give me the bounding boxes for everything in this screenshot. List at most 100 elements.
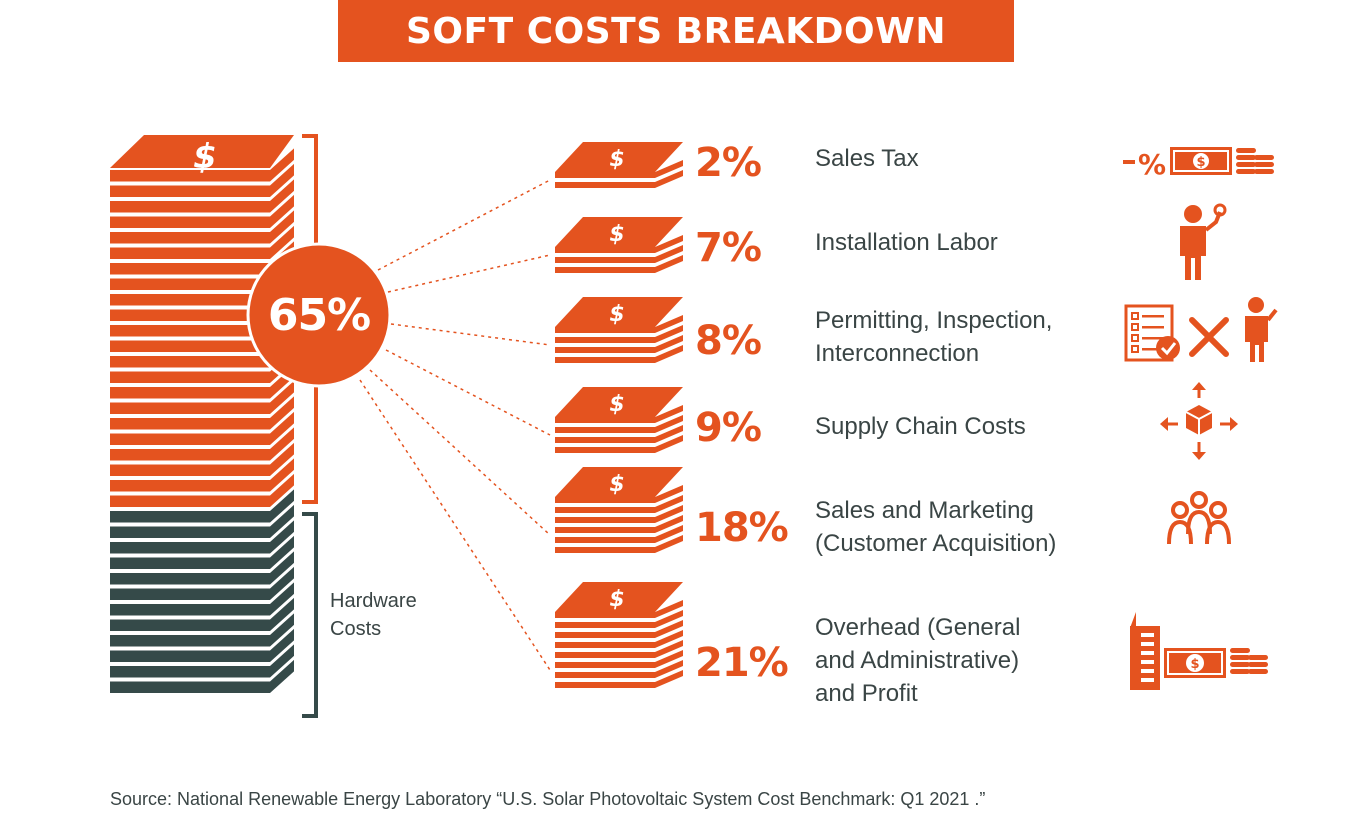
checklist-line	[1142, 315, 1164, 318]
connector-line	[377, 179, 551, 271]
coin-shape	[1236, 169, 1256, 174]
checklist-line	[1142, 337, 1164, 340]
coin-shape	[1248, 669, 1268, 674]
mini-stack-top	[555, 217, 683, 247]
building-window	[1141, 651, 1154, 655]
mini-stack-layer	[555, 415, 683, 433]
breakdown-row: $	[385, 349, 683, 453]
stack-layer-hardware	[110, 520, 294, 554]
inspector-head	[1248, 297, 1264, 313]
coin-shape	[1236, 148, 1256, 153]
building-money-icon: $	[1130, 612, 1268, 690]
soft-costs-circle	[246, 242, 392, 388]
coin-shape	[1254, 155, 1274, 160]
bill-border	[1167, 651, 1223, 675]
checkbox-shape	[1131, 312, 1139, 320]
dollar-sign-icon: $	[1190, 657, 1199, 672]
stack-layer-soft	[110, 272, 294, 306]
mini-stack-layer	[555, 435, 683, 453]
stack-layer-hardware	[110, 566, 294, 600]
stack-layer-soft	[110, 473, 294, 507]
cost-stack: $	[110, 135, 294, 693]
mini-stack-layer	[555, 170, 683, 188]
bill-coin	[1186, 654, 1204, 672]
mini-stack-layer	[555, 620, 683, 638]
category-label: Overhead (General and Administrative) and …	[815, 611, 1020, 710]
checklist-frame	[1124, 304, 1174, 362]
mini-stack-layer	[555, 640, 683, 658]
mini-stack-layer	[555, 515, 683, 533]
dollar-sign-icon: $	[193, 137, 217, 177]
stack-layer-hardware	[110, 535, 294, 569]
mini-stack-layer	[555, 600, 683, 618]
stack-layer-soft	[110, 225, 294, 259]
stack-layer-hardware	[110, 628, 294, 662]
mini-stack-top	[555, 467, 683, 497]
category-label-line: Interconnection	[815, 340, 980, 367]
stack-layer-hardware	[110, 597, 294, 631]
person-head	[1209, 501, 1227, 519]
mini-stack-layer	[555, 245, 683, 263]
stack-layer-soft	[110, 163, 294, 197]
category-label-line: and Administrative)	[815, 647, 1020, 674]
breakdown-row: $	[377, 142, 683, 271]
category-label-line: Permitting, Inspection,	[815, 307, 1053, 334]
page-title: SOFT COSTS BREAKDOWN	[338, 0, 1014, 62]
stack-layer-soft	[110, 349, 294, 383]
mini-stack-layer	[555, 255, 683, 273]
breakdown-row: $	[387, 217, 683, 293]
coin-shape	[1236, 155, 1256, 160]
person-head	[1190, 491, 1208, 509]
connector-line	[385, 349, 551, 436]
mini-stack-layer	[555, 535, 683, 553]
stack-layer-soft	[110, 334, 294, 368]
minus-shape	[1123, 160, 1135, 164]
connector-line	[390, 323, 551, 346]
tools-crossed-icon	[1189, 317, 1229, 357]
building-window	[1141, 669, 1154, 673]
stack-layer-soft	[110, 148, 294, 182]
percent-sign-icon: %	[1138, 148, 1166, 181]
stack-layer-soft	[110, 256, 294, 290]
coin-shape	[1254, 169, 1274, 174]
stack-layer-soft	[110, 411, 294, 445]
building-window	[1141, 678, 1154, 682]
coin-shape	[1230, 655, 1250, 660]
breakdown-row: $	[359, 379, 683, 688]
arrow-head	[1160, 417, 1168, 431]
mini-stack-layer	[555, 485, 683, 503]
mini-stack-layer	[555, 160, 683, 178]
permit-checklist-icon	[1124, 297, 1278, 362]
mini-stack-layer	[555, 335, 683, 353]
category-label-line: Overhead (General	[815, 614, 1021, 641]
mini-stack-layer	[555, 525, 683, 543]
mini-stack-layer	[555, 670, 683, 688]
dollar-sign-icon: $	[609, 392, 624, 417]
checkbox-shape	[1131, 334, 1139, 342]
breakdown-row: $	[369, 369, 683, 553]
dollar-sign-icon: $	[609, 222, 624, 247]
source-note: Source: National Renewable Energy Labora…	[110, 789, 986, 809]
inspector-body	[1245, 316, 1268, 362]
mini-stack-layer	[555, 610, 683, 628]
stack-layer-soft	[110, 241, 294, 275]
coin-shape	[1230, 662, 1250, 667]
coin-shape	[1248, 662, 1268, 667]
hardware-costs-label: Hardware Costs	[330, 587, 417, 643]
dollar-sign-icon: $	[609, 302, 624, 327]
dollar-sign-icon: $	[1196, 155, 1205, 170]
category-label-line: (Customer Acquisition)	[815, 530, 1057, 557]
mini-stack-layer	[555, 660, 683, 678]
category-label-line: Installation Labor	[815, 229, 998, 256]
stack-layer-soft	[110, 442, 294, 476]
coin-shape	[1248, 655, 1268, 660]
percent-value: 18%	[695, 505, 789, 551]
stack-top-face	[110, 135, 294, 168]
person-body	[1205, 519, 1231, 545]
stack-layer-soft	[110, 380, 294, 414]
category-label: Sales Tax	[815, 142, 919, 175]
building-window	[1141, 660, 1154, 664]
stack-layer-hardware	[110, 582, 294, 616]
sales-tax-icon: % $	[1123, 147, 1274, 181]
stack-layer-hardware	[110, 504, 294, 538]
